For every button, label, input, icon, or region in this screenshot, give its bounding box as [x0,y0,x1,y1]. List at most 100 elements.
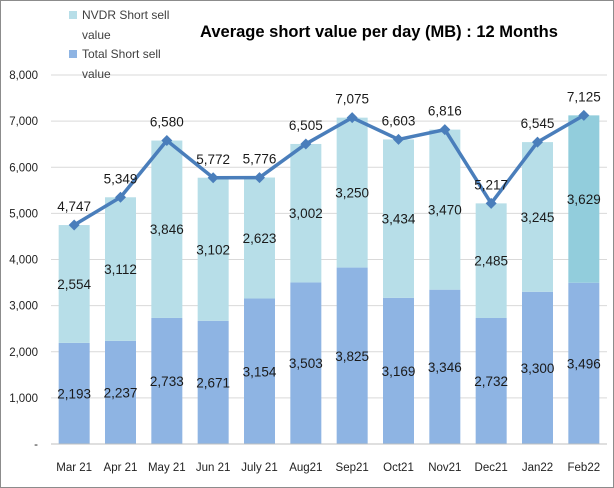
x-tick-label: Mar 21 [56,462,92,474]
bar-total-short [336,267,368,444]
legend-label-cont: value [82,67,111,81]
y-tick-label: 4,000 [9,255,38,267]
total-marker [300,138,312,150]
x-tick-label: Nov21 [428,462,461,474]
x-tick-label: Apr 21 [104,462,138,474]
data-label-nvdr-short: 2,554 [57,277,91,292]
bar-nvdr-short [290,143,322,283]
x-tick-label: Jan22 [522,462,553,474]
data-label-total-short: 3,346 [428,360,462,375]
total-marker [393,133,404,145]
data-label-nvdr-short: 3,102 [196,242,230,257]
bar-total-short [522,291,553,444]
x-tick-label: Sep21 [336,462,369,474]
total-marker [207,172,219,184]
data-label-nvdr-short: 2,485 [474,254,508,269]
x-tick-label: Oct21 [383,462,414,474]
bar-total-short [58,342,90,444]
total-line [73,113,585,227]
data-label-total-short: 3,300 [521,361,555,376]
bar-nvdr-short [197,177,229,321]
x-tick-label: Jun 21 [196,462,231,474]
total-marker [532,136,543,148]
data-label-total-short: 2,733 [150,374,184,389]
data-label-total: 6,603 [382,113,416,128]
bar-nvdr-short [475,203,507,318]
legend-label: NVDR Short sell [82,8,169,22]
data-label-nvdr-short: 3,245 [521,210,555,225]
bar-total-short [197,320,229,444]
total-marker [485,197,497,209]
y-tick-label: 2,000 [9,347,38,359]
data-label-nvdr-short: 2,623 [243,231,277,246]
data-label-nvdr-short: 3,846 [150,222,184,237]
legend-label: Total Short sell [82,47,161,61]
data-label-total: 6,580 [150,114,184,129]
y-tick-label: 6,000 [9,162,38,174]
data-label-total: 6,505 [289,118,323,133]
y-tick-label: 1,000 [9,393,38,405]
data-label-total: 5,349 [104,171,138,186]
total-marker [115,191,126,203]
data-label-total: 7,075 [335,92,369,107]
data-label-total: 5,772 [196,152,230,167]
y-tick-label: - [34,439,38,451]
total-marker [578,109,590,121]
data-label-nvdr-short: 3,434 [382,212,416,227]
x-tick-label: July 21 [241,462,277,474]
bar-nvdr-short [429,129,461,290]
x-tick-label: Feb22 [568,462,601,474]
legend-swatch [69,11,77,19]
bar-total-short [475,317,507,444]
chart-title: Average short value per day (MB) : 12 Mo… [200,23,558,41]
bar-total-short [429,289,461,444]
bar-nvdr-short [244,177,275,299]
total-marker [68,219,80,231]
bar-nvdr-short [383,139,414,298]
data-label-total: 5,217 [474,177,508,192]
x-tick-label: Aug21 [289,462,322,474]
data-label-total-short: 3,169 [382,364,416,379]
bar-total-short [105,340,136,444]
data-label-total: 7,125 [567,89,601,104]
total-marker [439,124,451,136]
data-label-total-short: 3,825 [335,349,369,364]
data-label-total-short: 2,193 [57,386,91,401]
legend-swatch [69,50,77,58]
x-tick-label: May 21 [148,462,186,474]
total-marker [161,134,173,146]
data-label-total-short: 2,671 [196,375,230,390]
data-label-nvdr-short: 3,002 [289,206,323,221]
bar-nvdr-short [151,140,183,318]
data-label-total: 6,816 [428,104,462,119]
bar-total-short [244,298,275,444]
legend-label-cont: value [82,28,111,42]
y-tick-label: 3,000 [9,301,38,313]
x-tick-label: Dec21 [475,462,508,474]
bar-nvdr-short [58,225,90,343]
data-label-total-short: 3,503 [289,356,323,371]
data-label-total-short: 3,496 [567,356,601,371]
data-label-total: 5,776 [243,152,277,167]
bar-total-short [383,297,414,444]
bar-nvdr-short [568,115,600,283]
bar-nvdr-short [522,142,553,292]
total-marker [346,112,358,124]
bar-total-short [290,282,322,444]
bar-nvdr-short [336,117,368,268]
data-label-nvdr-short: 3,470 [428,203,462,218]
data-label-total: 6,545 [521,116,555,131]
y-tick-label: 7,000 [9,116,38,128]
data-label-total: 4,747 [57,199,91,214]
bar-total-short [568,282,600,444]
bar-total-short [151,317,183,444]
data-label-total-short: 3,154 [243,364,277,379]
total-marker [254,172,265,184]
y-tick-label: 5,000 [9,208,38,220]
data-label-nvdr-short: 3,629 [567,192,601,207]
data-label-total-short: 2,237 [104,385,138,400]
data-label-total-short: 2,732 [474,374,508,389]
data-label-nvdr-short: 3,250 [335,186,369,201]
